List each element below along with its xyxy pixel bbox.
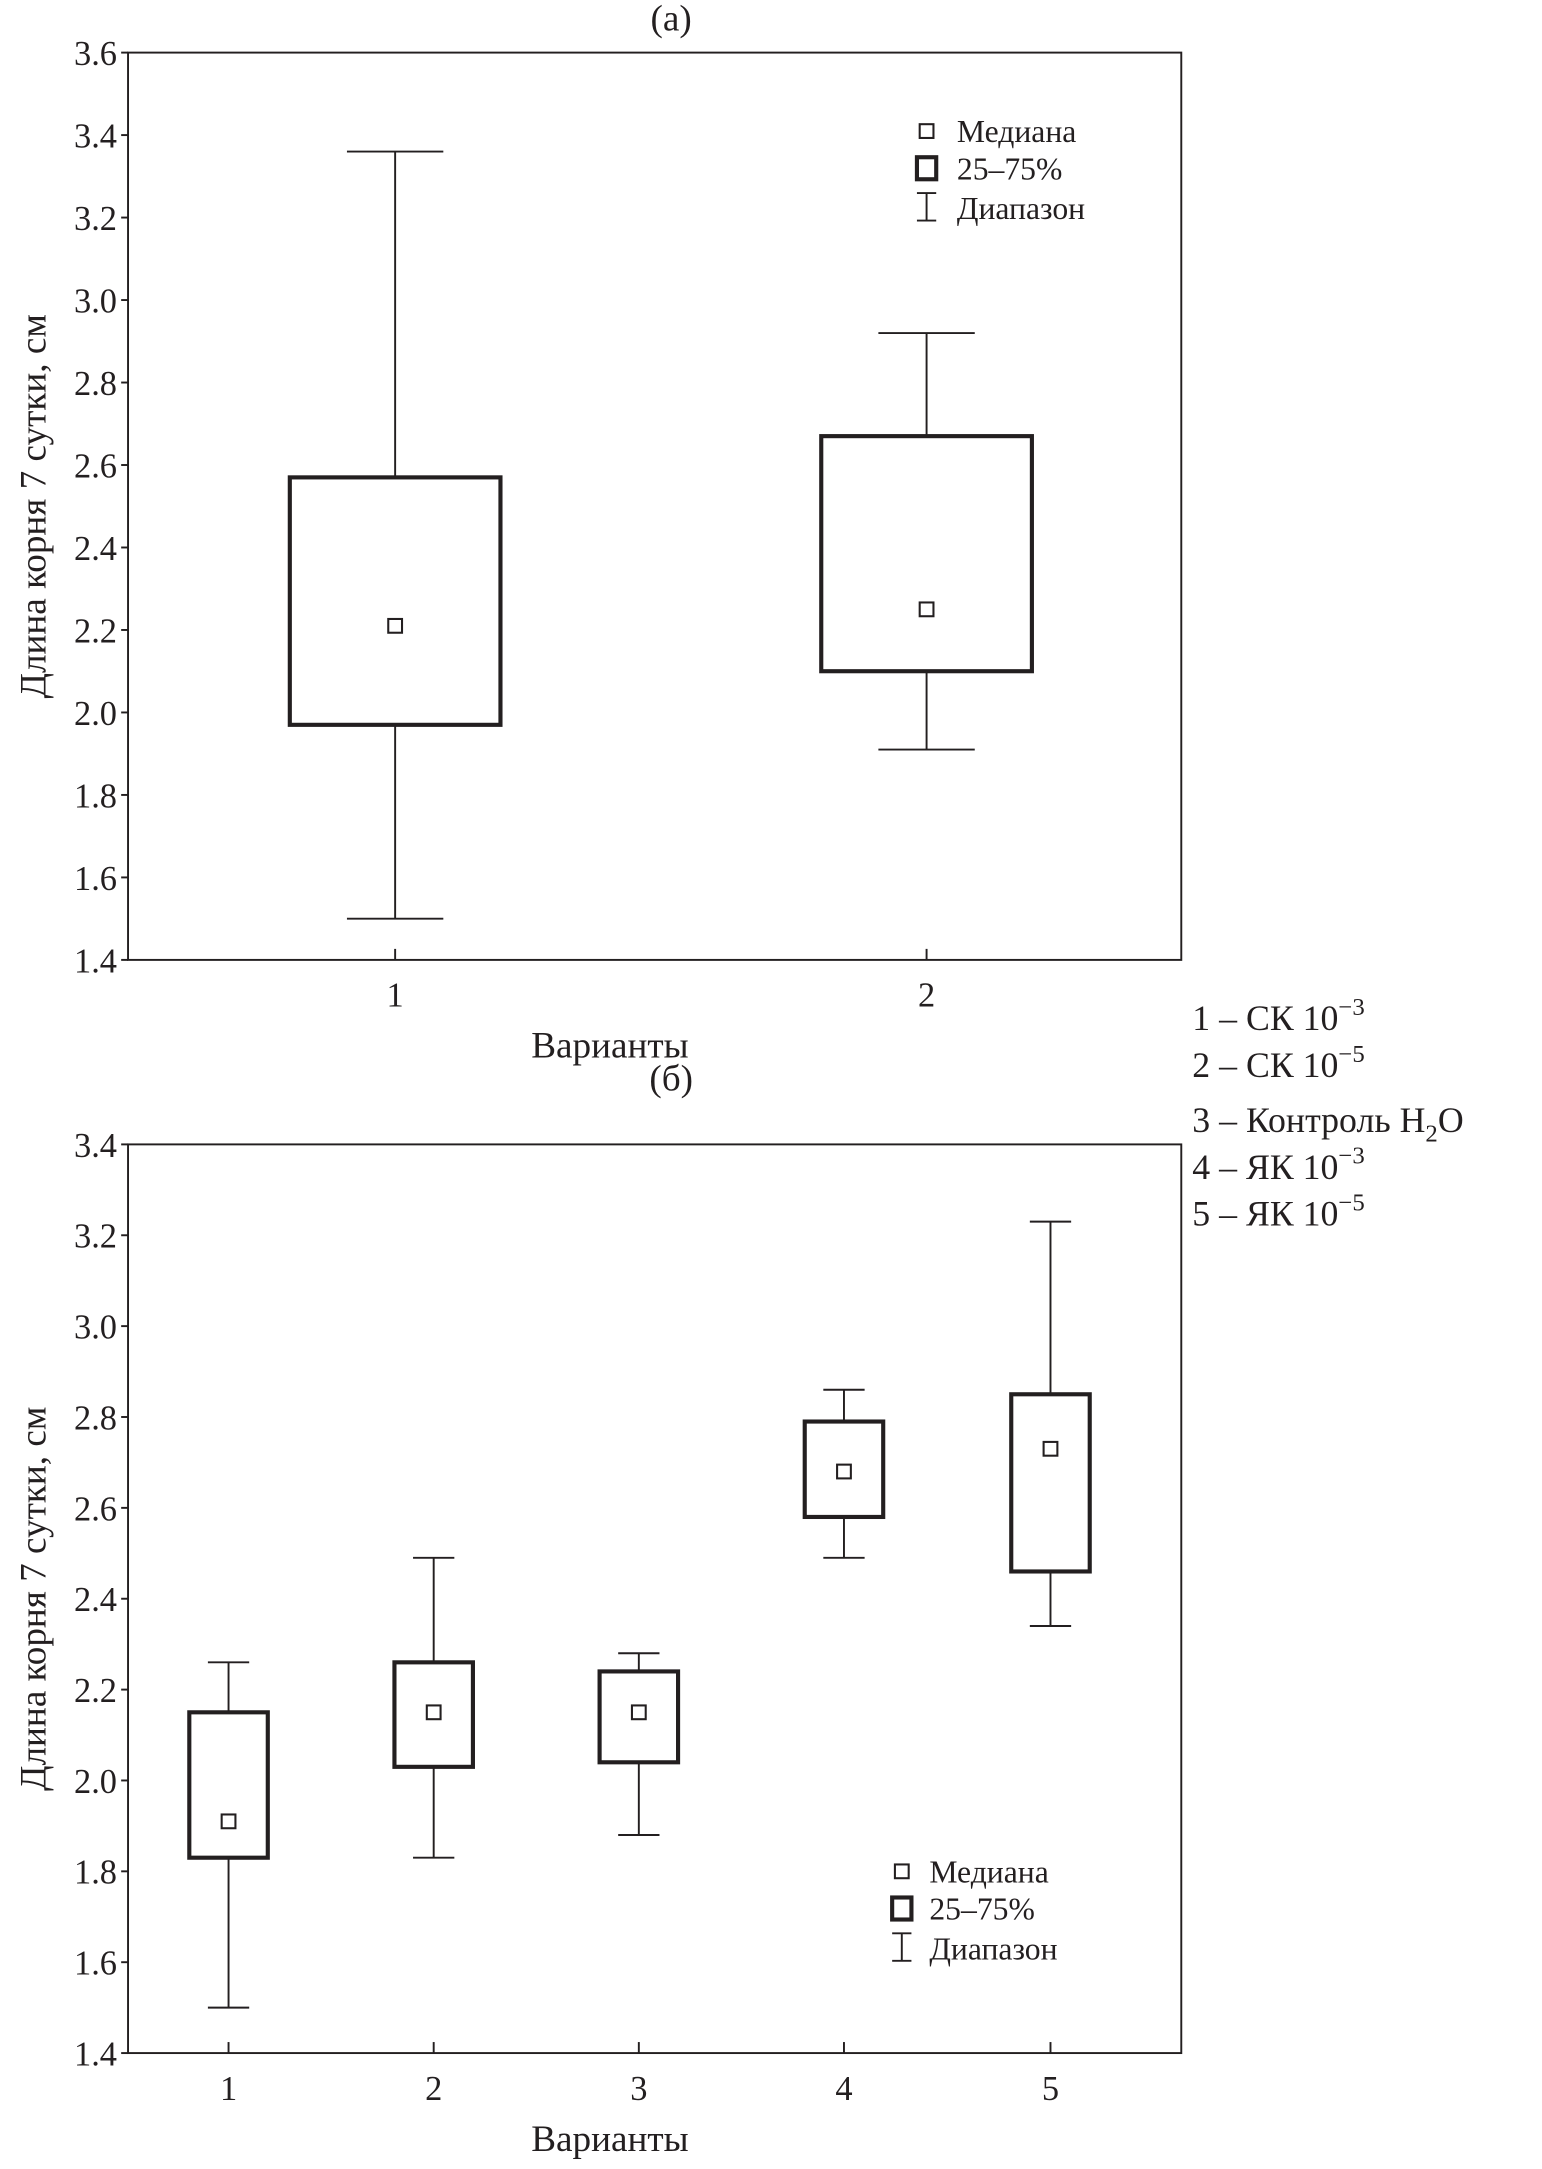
legend-label: Медиана	[929, 1854, 1048, 1889]
y-tick-label: 1.8	[74, 1854, 117, 1892]
variant-label: 5 – ЯК 10−5	[1192, 1189, 1365, 1233]
variant-label: 1 – СК 10−3	[1192, 994, 1365, 1038]
y-tick-label: 3.2	[74, 1218, 117, 1256]
iqr-box	[187, 1710, 270, 1860]
y-tick-label: 2.4	[74, 530, 117, 568]
y-tick-label: 2.4	[74, 1581, 117, 1619]
variant-label: 4 – ЯК 10−3	[1192, 1143, 1365, 1187]
legend-label: Диапазон	[929, 1931, 1057, 1966]
legend-label: Диапазон	[957, 191, 1085, 226]
median-marker	[425, 1704, 442, 1721]
y-tick-label: 2.8	[74, 365, 117, 403]
y-axis-label: Длина корня 7 сутки, см	[13, 1407, 54, 1791]
box-2	[819, 332, 1034, 751]
x-tick-label: 5	[1042, 2070, 1059, 2108]
y-tick-label: 2.6	[74, 447, 117, 485]
iqr-box	[819, 434, 1034, 674]
box-4	[802, 1388, 886, 1559]
y-tick-label: 3.0	[74, 282, 117, 320]
y-tick-label: 1.6	[74, 1945, 117, 1983]
y-tick-label: 3.4	[74, 117, 117, 155]
median-marker	[918, 601, 935, 618]
y-tick-label: 2.8	[74, 1399, 117, 1437]
median-marker	[387, 617, 404, 634]
x-tick-label: 1	[220, 2070, 237, 2108]
x-tick-label: 2	[918, 977, 935, 1015]
y-tick-label: 2.2	[74, 612, 117, 650]
median-marker	[1042, 1440, 1059, 1457]
y-tick-label: 1.8	[74, 777, 117, 815]
variant-label: 3 – Контроль H2O	[1192, 1100, 1463, 1148]
legend-label: Медиана	[957, 114, 1076, 149]
y-tick-label: 1.4	[74, 942, 117, 980]
x-axis-label: Варианты	[531, 1026, 688, 1067]
box-5	[1009, 1220, 1092, 1627]
box-1	[187, 1661, 270, 2009]
x-axis-label: Варианты	[531, 2119, 688, 2160]
chart-title: (а)	[651, 0, 692, 40]
variant-label: 2 – СК 10−5	[1192, 1041, 1365, 1085]
box-3	[597, 1652, 681, 1836]
x-tick-label: 2	[425, 2070, 442, 2108]
legend-median-icon	[918, 123, 935, 139]
variant-key: 1 – СК 10−32 – СК 10−5 3 – Контроль H2O4 …	[1192, 994, 1463, 1234]
iqr-box	[1009, 1392, 1092, 1574]
iqr-box	[287, 475, 503, 727]
median-marker	[630, 1704, 647, 1721]
legend-box-icon	[914, 155, 939, 182]
y-tick-label: 2.0	[74, 1763, 117, 1801]
legend-median-icon	[893, 1863, 910, 1880]
y-axis-label: Длина корня 7 сутки, см	[13, 314, 54, 698]
y-tick-label: 1.4	[74, 2035, 117, 2073]
y-tick-label: 3.4	[74, 1127, 117, 1165]
legend-box-icon	[890, 1895, 914, 1922]
chart-b: (б) Варианты Длина корня 7 сутки, см 1.4 1.6…	[13, 1059, 1183, 2160]
x-tick-label: 3	[630, 2070, 647, 2108]
y-tick-label: 1.6	[74, 860, 117, 898]
y-tick-label: 2.2	[74, 1672, 117, 1710]
box-2	[392, 1556, 475, 1859]
x-tick-label: 1	[387, 977, 404, 1015]
y-tick-label: 3.0	[74, 1309, 117, 1347]
median-marker	[220, 1813, 237, 1830]
median-marker	[836, 1463, 852, 1480]
box-1	[287, 150, 503, 920]
x-tick-label: 4	[835, 2070, 852, 2108]
plot-frame	[127, 51, 1183, 961]
chart-title: (б)	[649, 1059, 693, 1100]
legend-label: 25–75%	[957, 151, 1063, 186]
y-tick-label: 3.2	[74, 200, 117, 238]
y-tick-label: 3.6	[74, 35, 117, 73]
y-tick-label: 2.0	[74, 695, 117, 733]
chart-a: (а) Варианты Длина корня 7 сутки, см 1.4 1.6…	[13, 0, 1183, 1067]
y-tick-label: 2.6	[74, 1490, 117, 1528]
legend-label: 25–75%	[929, 1892, 1035, 1927]
